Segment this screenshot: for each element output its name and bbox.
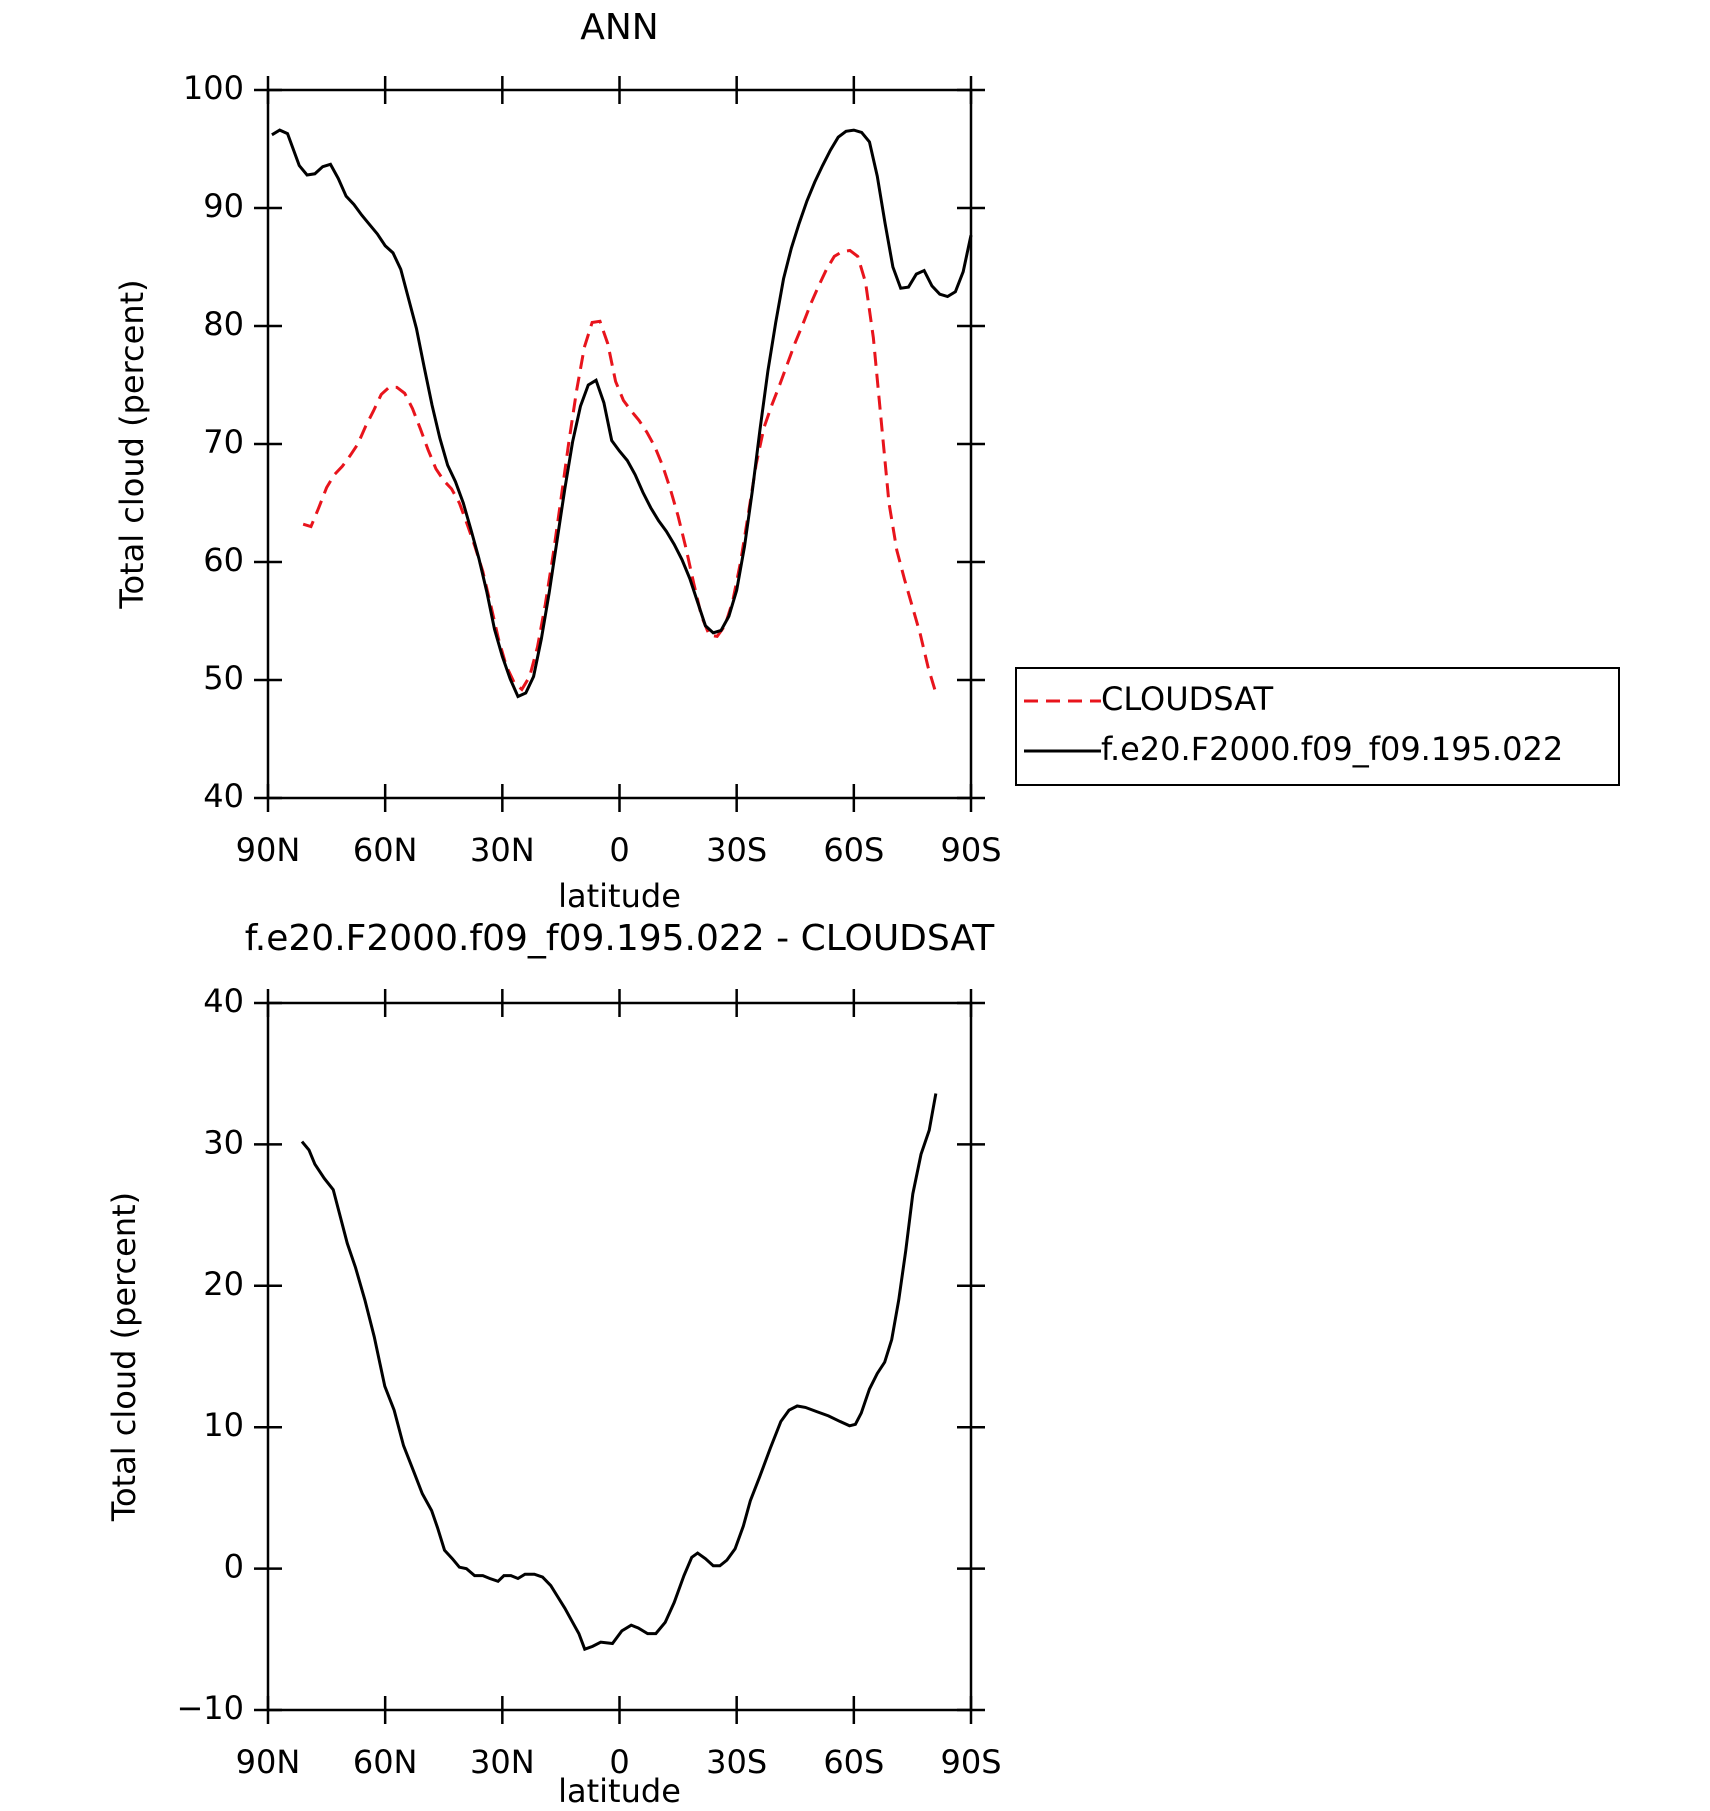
y-tick-label: 80 xyxy=(203,305,244,343)
y-tick-label: 30 xyxy=(203,1123,244,1161)
x-tick-label: 90N xyxy=(236,831,301,869)
y-tick-label: 10 xyxy=(203,1406,244,1444)
x-tick-label: 90S xyxy=(940,1743,1001,1781)
x-tick-label: 30N xyxy=(470,831,535,869)
chart-title: ANN xyxy=(580,7,659,48)
x-tick-label: 60N xyxy=(353,831,418,869)
x-tick-label: 60N xyxy=(353,1743,418,1781)
legend-label: CLOUDSAT xyxy=(1101,680,1274,718)
y-tick-label: 0 xyxy=(224,1548,244,1586)
y-tick-label: 40 xyxy=(203,777,244,815)
y-tick-label: 40 xyxy=(203,982,244,1020)
y-tick-label: 70 xyxy=(203,423,244,461)
plot-frame xyxy=(266,1001,973,1712)
chart-title: f.e20.F2000.f09_f09.195.022 - CLOUDSAT xyxy=(245,918,995,959)
data-line xyxy=(271,128,973,699)
y-axis-label: Total cloud (percent) xyxy=(113,279,151,609)
x-tick-label: 90S xyxy=(940,831,1001,869)
legend-box xyxy=(1015,667,1620,786)
y-tick-label: 60 xyxy=(203,541,244,579)
y-tick-label: 100 xyxy=(183,69,244,107)
x-tick-label: 60S xyxy=(823,1743,884,1781)
x-tick-label: 30S xyxy=(706,831,767,869)
x-tick-label: 0 xyxy=(609,1743,629,1781)
y-axis-label: Total cloud (percent) xyxy=(105,1192,143,1522)
data-line xyxy=(300,1093,938,1652)
x-tick-label: 30N xyxy=(470,1743,535,1781)
y-tick-label: −10 xyxy=(176,1689,244,1727)
y-tick-label: 90 xyxy=(203,187,244,225)
x-axis-label: latitude xyxy=(558,1772,681,1810)
y-tick-label: 20 xyxy=(203,1265,244,1303)
plot-frame xyxy=(266,88,973,800)
x-tick-label: 60S xyxy=(823,831,884,869)
x-tick-label: 90N xyxy=(236,1743,301,1781)
x-tick-label: 0 xyxy=(609,831,629,869)
legend-label: f.e20.F2000.f09_f09.195.022 xyxy=(1101,730,1563,768)
x-tick-label: 30S xyxy=(706,1743,767,1781)
x-axis-label: latitude xyxy=(558,877,681,915)
y-tick-label: 50 xyxy=(203,659,244,697)
data-line xyxy=(302,248,938,694)
